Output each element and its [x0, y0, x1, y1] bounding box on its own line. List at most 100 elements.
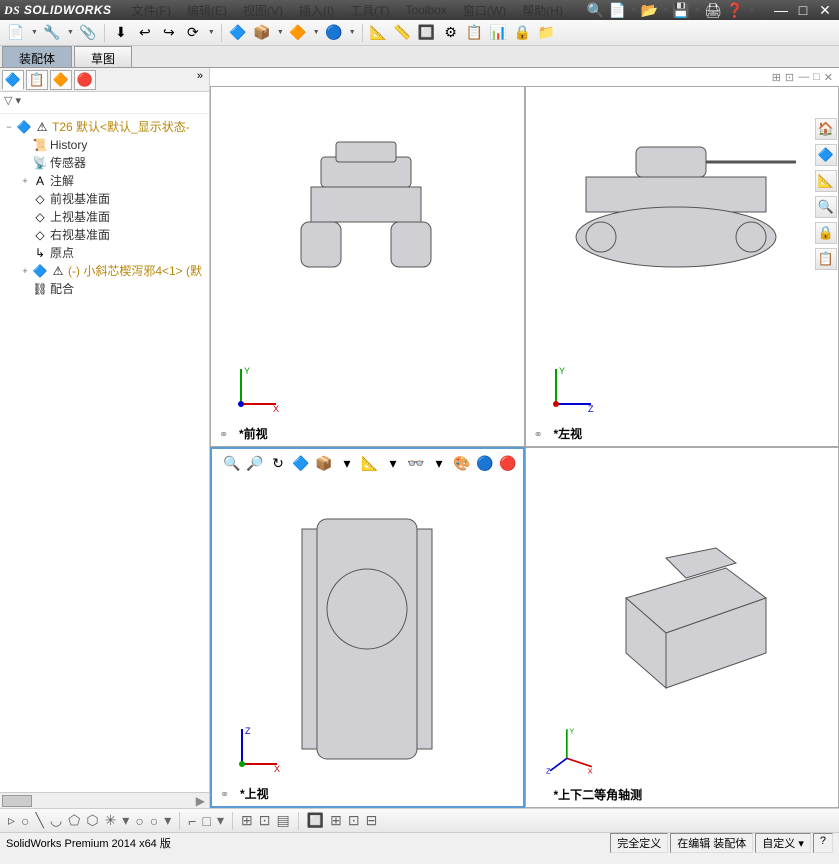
bottom-tool[interactable]: ╲: [36, 812, 44, 829]
rail-btn[interactable]: 🔷: [815, 144, 837, 166]
sidetab-appearance[interactable]: 🔴: [74, 70, 96, 90]
sidetab-config[interactable]: 🔶: [50, 70, 72, 90]
tree-node[interactable]: 📡传感器: [2, 154, 207, 172]
tree-node[interactable]: ↳原点: [2, 244, 207, 262]
rail-btn[interactable]: 📋: [815, 248, 837, 270]
print-icon[interactable]: 🖨: [703, 0, 723, 20]
bottom-tool[interactable]: ▹: [8, 812, 15, 829]
bottom-tool[interactable]: 🔲: [307, 812, 324, 829]
tree-node[interactable]: +A注解: [2, 172, 207, 190]
bottom-tool[interactable]: ◡: [50, 812, 62, 829]
menu-tools[interactable]: 工具(T): [342, 2, 397, 19]
tb-rebuild[interactable]: ⟳: [183, 23, 203, 43]
tb-section[interactable]: 🔲: [417, 23, 437, 43]
rail-btn[interactable]: 🏠: [815, 118, 837, 140]
new-icon[interactable]: 📄: [607, 0, 627, 20]
tb-new[interactable]: 📄: [6, 23, 26, 43]
vp-link-icon[interactable]: ⚭: [219, 428, 228, 441]
tree-node[interactable]: ◇前视基准面: [2, 190, 207, 208]
rail-btn[interactable]: 📐: [815, 170, 837, 192]
search-icon[interactable]: 🔍: [585, 0, 605, 20]
menu-help[interactable]: 帮助(H): [514, 2, 571, 19]
viewport-left[interactable]: Y Z ⚭ *左视: [525, 86, 839, 447]
vp-tool-btn[interactable]: ▾: [337, 453, 357, 473]
window-min[interactable]: —: [771, 0, 791, 20]
sidetab-feature[interactable]: 🔷: [2, 70, 24, 90]
bottom-tool[interactable]: ○: [150, 813, 158, 829]
rail-btn[interactable]: 🔍: [815, 196, 837, 218]
tb-undo[interactable]: ↩: [135, 23, 155, 43]
menu-file[interactable]: 文件(F): [124, 2, 179, 19]
vp-tool-btn[interactable]: 🔷: [291, 453, 311, 473]
tree-node[interactable]: ◇上视基准面: [2, 208, 207, 226]
bottom-tool[interactable]: ○: [21, 813, 29, 829]
vp-tool-btn[interactable]: 🔴: [498, 453, 518, 473]
vp-layout2-icon[interactable]: ⊡: [785, 71, 794, 84]
menu-edit[interactable]: 编辑(E): [179, 2, 235, 19]
vp-tool-btn[interactable]: 🔵: [475, 453, 495, 473]
bottom-tool[interactable]: ⌐: [188, 813, 196, 829]
sidebar-expand[interactable]: »: [193, 70, 207, 89]
tb-folder[interactable]: 📁: [537, 23, 557, 43]
menu-insert[interactable]: 插入(I): [291, 2, 342, 19]
bottom-tool[interactable]: ⊡: [348, 812, 360, 829]
tb-component[interactable]: 🔷: [228, 23, 248, 43]
bottom-tool[interactable]: ▾: [217, 812, 224, 829]
vp-layout-icon[interactable]: ⊞: [772, 71, 781, 84]
tb-chart[interactable]: 📊: [489, 23, 509, 43]
vp-tool-btn[interactable]: 🎨: [452, 453, 472, 473]
open-icon[interactable]: 📂: [639, 0, 659, 20]
status-help[interactable]: ?: [813, 833, 833, 853]
bottom-tool[interactable]: ⊞: [330, 812, 342, 829]
vp-tool-btn[interactable]: 🔍: [222, 453, 242, 473]
tb-appearance[interactable]: 🔵: [324, 23, 344, 43]
tb-lock[interactable]: 🔒: [513, 23, 533, 43]
tree-filter[interactable]: ▽ ▾: [0, 92, 209, 114]
feature-tree[interactable]: −🔷⚠T26 默认<默认_显示状态-📜History📡传感器+A注解◇前视基准面…: [0, 114, 209, 792]
vp-tool-btn[interactable]: 📐: [360, 453, 380, 473]
sidetab-property[interactable]: 📋: [26, 70, 48, 90]
tree-node[interactable]: +🔷⚠(-) 小斜芯楔泻邪4<1> (默: [2, 262, 207, 280]
bottom-tool[interactable]: ○: [135, 813, 143, 829]
tb-attach[interactable]: 📎: [78, 23, 98, 43]
save-icon[interactable]: 💾: [671, 0, 691, 20]
tab-sketch[interactable]: 草图: [74, 46, 132, 67]
window-close[interactable]: ✕: [815, 0, 835, 20]
tree-node[interactable]: ⛓配合: [2, 280, 207, 298]
tree-node[interactable]: ◇右视基准面: [2, 226, 207, 244]
tb-gear[interactable]: ⚙: [441, 23, 461, 43]
bottom-tool[interactable]: ⊟: [366, 812, 378, 829]
menu-window[interactable]: 窗口(W): [455, 2, 514, 19]
rail-btn[interactable]: 🔒: [815, 222, 837, 244]
vp-link-icon[interactable]: ⚭: [220, 788, 229, 801]
tb-tool[interactable]: 🔧: [42, 23, 62, 43]
vp-close-icon[interactable]: ✕: [824, 71, 833, 84]
vp-tool-btn[interactable]: 🔎: [245, 453, 265, 473]
tb-shape[interactable]: 🔶: [288, 23, 308, 43]
tb-redo[interactable]: ↪: [159, 23, 179, 43]
tree-node[interactable]: 📜History: [2, 136, 207, 154]
viewport-front[interactable]: Y X ⚭ *前视: [210, 86, 525, 447]
vp-tool-btn[interactable]: 👓: [406, 453, 426, 473]
tab-assembly[interactable]: 装配体: [2, 46, 72, 67]
bottom-tool[interactable]: ▾: [122, 812, 129, 829]
status-custom[interactable]: 自定义 ▾: [755, 833, 811, 853]
bottom-tool[interactable]: ▤: [276, 812, 289, 829]
vp-tool-btn[interactable]: ▾: [429, 453, 449, 473]
tb-ruler[interactable]: 📏: [393, 23, 413, 43]
bottom-tool[interactable]: ▾: [164, 812, 171, 829]
bottom-tool[interactable]: ✳: [105, 812, 117, 829]
bottom-tool[interactable]: □: [202, 813, 210, 829]
help-icon[interactable]: ❓: [725, 0, 745, 20]
tb-down[interactable]: ⬇: [111, 23, 131, 43]
vp-tool-btn[interactable]: ↻: [268, 453, 288, 473]
vp-tool-btn[interactable]: ▾: [383, 453, 403, 473]
tb-board[interactable]: 📋: [465, 23, 485, 43]
viewport-top[interactable]: 🔍🔎↻🔷📦▾📐▾👓▾🎨🔵🔴▾ Z X ⚭ *上视: [210, 447, 525, 808]
viewport-iso[interactable]: Y X Z *上下二等角轴测: [525, 447, 839, 808]
bottom-tool[interactable]: ⊡: [259, 812, 271, 829]
bottom-tool[interactable]: ⬡: [86, 812, 98, 829]
vp-max-icon[interactable]: □: [813, 71, 820, 83]
tb-measure[interactable]: 📐: [369, 23, 389, 43]
vp-min-icon[interactable]: —: [798, 71, 809, 83]
